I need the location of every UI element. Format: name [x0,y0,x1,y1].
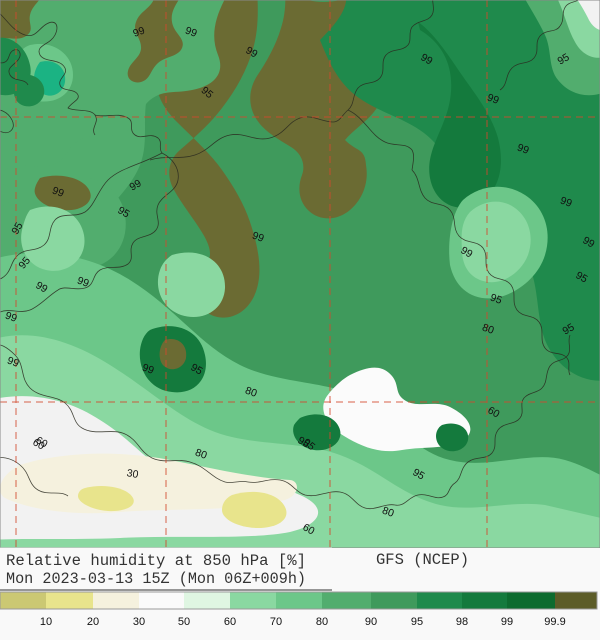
svg-text:90: 90 [365,616,377,628]
svg-text:60: 60 [224,616,236,628]
svg-text:80: 80 [316,616,328,628]
svg-text:30: 30 [133,616,145,628]
svg-text:98: 98 [456,616,468,628]
svg-text:10: 10 [40,616,52,628]
svg-text:99: 99 [501,616,513,628]
svg-text:70: 70 [270,616,282,628]
svg-text:GFS (NCEP): GFS (NCEP) [376,551,469,569]
svg-text:Relative humidity at 850 hPa [: Relative humidity at 850 hPa [%] [6,552,306,570]
svg-text:99.9: 99.9 [544,616,565,628]
svg-text:20: 20 [87,616,99,628]
svg-text:30: 30 [126,467,140,481]
svg-text:Mon 2023-03-13 15Z (Mon 06Z+00: Mon 2023-03-13 15Z (Mon 06Z+009h) [6,570,306,588]
svg-text:50: 50 [178,616,190,628]
svg-text:95: 95 [411,616,423,628]
